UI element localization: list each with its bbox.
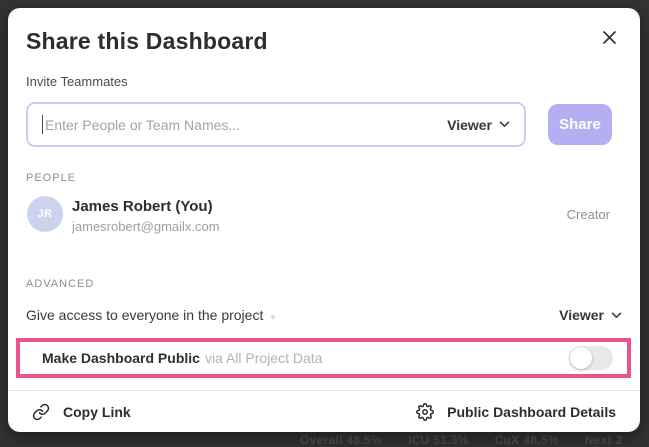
info-dot-icon: [271, 315, 276, 319]
link-icon: [32, 403, 50, 421]
public-dashboard-details-label: Public Dashboard Details: [447, 403, 616, 420]
invite-teammates-label: Invite Teammates: [26, 74, 128, 89]
project-access-row: Give access to everyone in the project V…: [26, 307, 622, 323]
make-public-sublabel: via All Project Data: [204, 350, 323, 366]
share-dashboard-modal: Share this Dashboard Invite Teammates En…: [8, 8, 640, 432]
project-access-role-value: Viewer: [559, 307, 604, 323]
modal-footer: Copy Link Public Dashboard Details: [8, 390, 640, 432]
close-button[interactable]: [596, 24, 622, 50]
modal-title: Share this Dashboard: [26, 28, 268, 54]
gear-icon: [416, 402, 435, 421]
public-dashboard-details-button[interactable]: Public Dashboard Details: [416, 402, 616, 421]
advanced-section-label: ADVANCED: [26, 278, 95, 290]
text-caret: [42, 115, 43, 134]
avatar: JR: [27, 196, 63, 232]
make-dashboard-public-highlight: Make Dashboard Public via All Project Da…: [16, 338, 631, 378]
chevron-down-icon: [499, 121, 510, 128]
share-button[interactable]: Share: [548, 104, 612, 145]
chevron-down-icon: [611, 312, 622, 319]
project-access-role-dropdown[interactable]: Viewer: [559, 307, 622, 323]
invite-role-value: Viewer: [447, 116, 492, 133]
invite-input[interactable]: Enter People or Team Names... Viewer: [26, 102, 526, 147]
member-email: jamesrobert@gmailx.com: [72, 219, 220, 234]
toggle-knob: [570, 347, 592, 369]
invite-role-dropdown[interactable]: Viewer: [447, 117, 510, 133]
invite-input-placeholder: Enter People or Team Names...: [45, 116, 241, 133]
make-public-label: Make Dashboard Public: [42, 350, 200, 366]
member-role-badge: Creator: [566, 207, 610, 222]
close-icon: [602, 30, 617, 45]
background-content-hint: Overall 48.5% ICU 51.3% CuX 48.5% Next 2: [300, 433, 623, 447]
copy-link-button[interactable]: Copy Link: [32, 403, 131, 421]
copy-link-label: Copy Link: [63, 403, 131, 420]
make-public-toggle[interactable]: [569, 346, 613, 370]
people-section-label: PEOPLE: [26, 172, 77, 184]
member-name: James Robert (You): [72, 198, 213, 215]
project-access-label: Give access to everyone in the project: [26, 307, 264, 323]
